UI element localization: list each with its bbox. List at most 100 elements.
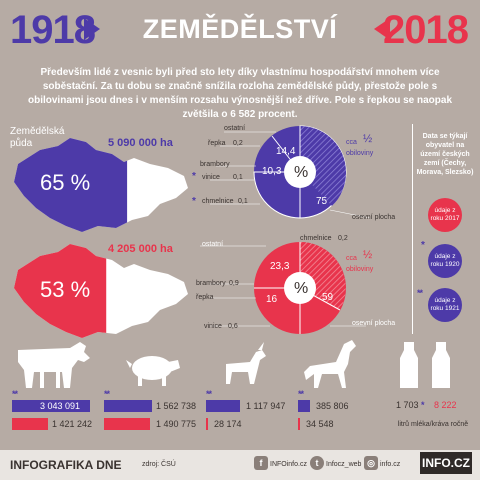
area-2018: 4 205 000 ha bbox=[108, 243, 173, 255]
d1918-label-brambory: brambory bbox=[200, 161, 230, 168]
legend-1920: údaje z roku 1920 bbox=[428, 244, 462, 278]
d1918-label-ostatni: ostatní bbox=[224, 125, 246, 132]
twitter-icon[interactable]: t bbox=[310, 456, 324, 470]
d2018-label-osevni: osevní plocha bbox=[352, 320, 396, 327]
cattle-1921: 3 043 091 bbox=[40, 401, 81, 411]
goats-1921: 1 117 947 bbox=[246, 401, 286, 411]
arrow-left-icon bbox=[374, 18, 390, 40]
footer-title: INFOGRAFIKA DNE bbox=[10, 458, 122, 472]
info-cz-logo: INFO.CZ bbox=[420, 452, 472, 474]
pigs-bar-2017 bbox=[104, 418, 150, 430]
horses-bar-1921 bbox=[298, 400, 310, 412]
d2018-val-chmelnice: 0,2 bbox=[338, 235, 348, 242]
cattle-bar-2017 bbox=[12, 418, 48, 430]
horses-bar-2017 bbox=[298, 418, 300, 430]
d1918-label-osevni: osevní plocha bbox=[352, 214, 396, 221]
legend-star-2: ** bbox=[417, 288, 423, 298]
intro-text: Především lidé z vesnic byli před sto le… bbox=[27, 67, 453, 120]
donut-2018 bbox=[200, 242, 366, 334]
d2018-val-brambory: 0,9 bbox=[229, 280, 239, 287]
legend-2017: údaje z roku 2017 bbox=[428, 198, 462, 232]
legend-1921-text: údaje z roku 1921 bbox=[430, 297, 460, 312]
milk-1920: 1 703 * bbox=[396, 400, 425, 410]
czech-map-2018 bbox=[14, 244, 188, 338]
milk-2017: 8 222 bbox=[434, 400, 457, 410]
donut-2018-hole bbox=[284, 272, 316, 304]
horses-1921: 385 806 bbox=[316, 401, 349, 411]
legend-divider bbox=[412, 124, 413, 334]
legend-1920-text: údaje z roku 1920 bbox=[430, 253, 460, 268]
d1918-center: % bbox=[294, 164, 309, 181]
milk-star: * bbox=[421, 400, 425, 410]
horses-2017: 34 548 bbox=[306, 419, 334, 429]
arrow-right-icon bbox=[84, 18, 100, 40]
goat-icon bbox=[226, 342, 266, 384]
d1918-val-osevni: 75 bbox=[316, 196, 328, 207]
cattle-bar-1921 bbox=[12, 400, 90, 412]
d2018-label-vinice: vinice bbox=[204, 323, 222, 330]
legend-1921: údaje z roku 1921 bbox=[428, 288, 462, 322]
horses-stars: ** bbox=[298, 389, 304, 399]
cow-icon bbox=[18, 342, 90, 388]
horse-icon bbox=[304, 340, 356, 388]
legend-star-1: * bbox=[421, 240, 425, 251]
d2018-half: ½ bbox=[363, 249, 373, 261]
footer bbox=[0, 450, 480, 480]
milk-bottle-icon bbox=[400, 342, 450, 388]
d1918-star: * bbox=[192, 171, 196, 182]
pig-icon bbox=[126, 356, 180, 386]
d1918-half: ½ bbox=[363, 133, 373, 145]
d1918-val-ostatni: 14,4 bbox=[276, 146, 296, 157]
donuts-svg bbox=[200, 125, 371, 334]
d2018-label-repka: řepka bbox=[196, 294, 214, 301]
d1918-val-vinice: 0,1 bbox=[233, 174, 243, 181]
d2018-val-osevni: 59 bbox=[322, 292, 334, 303]
goats-bar-2017 bbox=[206, 418, 208, 430]
area-1918: 5 090 000 ha bbox=[108, 137, 173, 149]
d2018-val-repka: 16 bbox=[266, 294, 278, 305]
d2018-center: % bbox=[294, 280, 309, 297]
donut-1918-hole bbox=[284, 156, 316, 188]
cattle-stars: ** bbox=[12, 389, 18, 399]
legend-note: Data se týkají obyvatel na území českých… bbox=[416, 133, 474, 176]
czech-map-1918 bbox=[14, 138, 188, 232]
animals-svg bbox=[18, 340, 450, 388]
pct-2018: 53 % bbox=[40, 277, 91, 302]
d1918-label-vinice: vinice bbox=[202, 174, 220, 181]
goats-bar-1921 bbox=[206, 400, 240, 412]
pigs-bar-1921 bbox=[104, 400, 152, 412]
goats-2017: 28 174 bbox=[214, 419, 242, 429]
d2018-label-chmelnice: chmelnice bbox=[300, 235, 332, 242]
d1918-obiloviny: obiloviny bbox=[346, 150, 374, 157]
year-1918: 1918 bbox=[10, 8, 96, 52]
d1918-label-repka: řepka bbox=[208, 140, 226, 147]
d2018-val-ostatni: 23,3 bbox=[270, 261, 290, 272]
d1918-label-chmelnice: chmelnice bbox=[202, 198, 234, 205]
goats-stars: ** bbox=[206, 389, 212, 399]
farm-land-label: Zemědělská půda bbox=[10, 126, 65, 149]
d2018-obiloviny: obiloviny bbox=[346, 266, 374, 273]
page-title: ZEMĚDĚLSTVÍ bbox=[142, 14, 338, 44]
d2018-label-ostatni: ostatní bbox=[202, 241, 224, 248]
d2018-label-brambory: brambory bbox=[196, 280, 226, 287]
d2018-cca: cca bbox=[346, 255, 357, 262]
d1918-cca: cca bbox=[346, 139, 357, 146]
maps-svg bbox=[14, 138, 188, 338]
facebook-link[interactable]: INFOinfo.cz bbox=[270, 461, 307, 468]
pct-1918: 65 % bbox=[40, 170, 91, 195]
milk-1920-value: 1 703 bbox=[396, 400, 419, 410]
d1918-val-repka: 0,2 bbox=[233, 140, 243, 147]
instagram-link[interactable]: info.cz bbox=[380, 461, 401, 468]
cattle-2017: 1 421 242 bbox=[52, 419, 93, 429]
d1918-val-chmelnice: 0,1 bbox=[238, 198, 248, 205]
d1918-star-2: * bbox=[192, 196, 196, 207]
pigs-stars: ** bbox=[104, 389, 110, 399]
donut-1918 bbox=[210, 125, 371, 219]
d1918-val-brambory: 10,3 bbox=[262, 166, 282, 177]
pigs-1921: 1 562 738 bbox=[156, 401, 197, 411]
twitter-link[interactable]: Infocz_web bbox=[326, 461, 362, 468]
pigs-2017: 1 490 775 bbox=[156, 419, 197, 429]
facebook-icon[interactable]: f bbox=[254, 456, 268, 470]
d2018-val-vinice: 0,6 bbox=[228, 323, 238, 330]
instagram-icon[interactable]: ◎ bbox=[364, 456, 378, 470]
